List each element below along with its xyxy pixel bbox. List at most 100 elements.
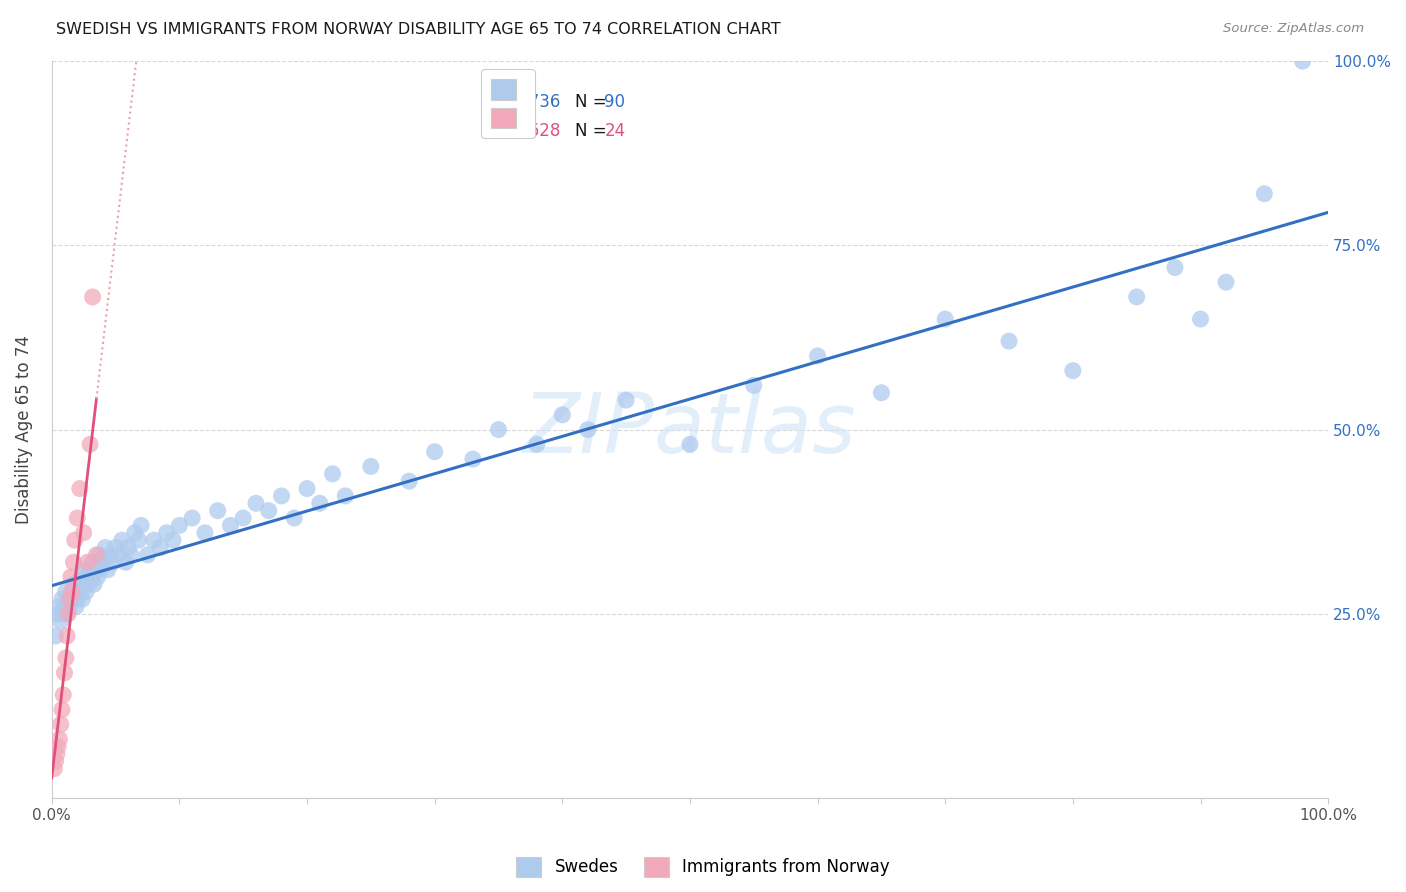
Point [46,739,69,754]
Point [48,599,70,614]
Point [1215,275,1237,289]
Point [76,570,98,584]
Point [270,489,292,503]
Point [49,717,72,731]
Point [551,408,574,422]
Point [51,703,73,717]
Point [91,555,114,569]
Point [67,577,90,591]
Point [1125,290,1147,304]
Text: 0.628: 0.628 [513,122,561,140]
Point [45,747,67,761]
Point [79,437,101,451]
Point [101,555,124,569]
Point [100,548,122,562]
Point [998,334,1021,348]
Point [76,555,98,569]
Point [59,592,82,607]
Point [461,452,484,467]
Text: R =: R = [484,122,519,140]
Point [1291,54,1313,69]
Point [69,584,91,599]
Point [69,482,91,496]
Point [1062,364,1084,378]
Point [72,592,94,607]
Point [89,563,111,577]
Text: ZIPatlas: ZIPatlas [523,389,856,470]
Point [55,651,77,665]
Point [97,563,120,577]
Point [55,584,77,599]
Point [44,762,66,776]
Point [934,312,956,326]
Point [60,584,83,599]
Point [335,489,357,503]
Point [111,533,134,548]
Point [576,423,599,437]
Point [128,533,150,548]
Point [232,511,254,525]
Point [56,629,79,643]
Point [49,614,72,628]
Text: SWEDISH VS IMMIGRANTS FROM NORWAY DISABILITY AGE 65 TO 74 CORRELATION CHART: SWEDISH VS IMMIGRANTS FROM NORWAY DISABI… [56,22,780,37]
Point [58,592,80,607]
Point [45,754,67,768]
Point [169,518,191,533]
Point [86,570,108,584]
Point [94,541,117,555]
Point [73,525,96,540]
Point [53,665,76,680]
Point [66,592,89,607]
Point [117,541,139,555]
Legend: Swedes, Immigrants from Norway: Swedes, Immigrants from Norway [510,850,896,884]
Point [75,584,97,599]
Text: 0.736: 0.736 [513,93,561,111]
Point [80,570,103,584]
Point [51,592,73,607]
Point [245,496,267,510]
Point [46,607,69,621]
Text: Source: ZipAtlas.com: Source: ZipAtlas.com [1223,22,1364,36]
Point [59,599,82,614]
Point [63,584,86,599]
Point [257,503,280,517]
Point [66,511,89,525]
Point [62,577,84,591]
Point [1164,260,1187,275]
Point [82,290,104,304]
Point [308,496,330,510]
Point [77,577,100,591]
Point [65,599,87,614]
Point [52,688,75,702]
Point [136,548,159,562]
Point [48,732,70,747]
Point [86,555,108,569]
Point [124,525,146,540]
Point [62,555,84,569]
Point [70,570,93,584]
Point [86,548,108,562]
Point [398,474,420,488]
Point [60,592,83,607]
Point [295,482,318,496]
Point [73,563,96,577]
Point [806,349,828,363]
Point [82,555,104,569]
Point [56,607,79,621]
Point [107,548,129,562]
Point [162,533,184,548]
Point [114,555,136,569]
Point [870,385,893,400]
Point [283,511,305,525]
Point [79,563,101,577]
Point [59,584,82,599]
Point [219,518,242,533]
Y-axis label: Disability Age 65 to 74: Disability Age 65 to 74 [15,335,32,524]
Point [181,511,204,525]
Point [156,525,179,540]
Text: N =: N = [575,93,612,111]
Text: 24: 24 [605,122,626,140]
Point [194,525,217,540]
Point [53,599,76,614]
Point [104,541,127,555]
